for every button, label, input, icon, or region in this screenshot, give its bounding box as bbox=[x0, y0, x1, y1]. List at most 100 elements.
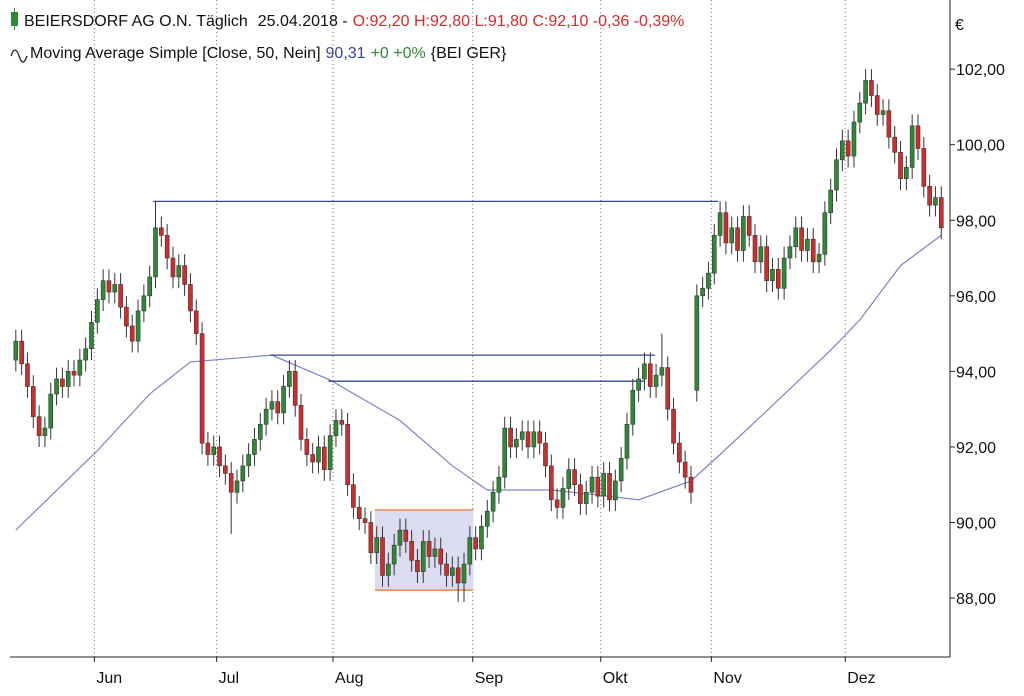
candle-body bbox=[537, 431, 542, 444]
candle-body bbox=[665, 367, 671, 410]
candle-body bbox=[223, 465, 228, 474]
candle-body bbox=[636, 378, 641, 391]
candle-body bbox=[711, 235, 717, 274]
candle-body bbox=[118, 284, 123, 308]
candle-body bbox=[775, 269, 781, 289]
candle-body bbox=[415, 559, 420, 572]
candle-body bbox=[566, 469, 572, 489]
candle-body bbox=[65, 371, 71, 387]
candle-body bbox=[141, 295, 147, 312]
candle-body bbox=[19, 340, 24, 365]
candle-body bbox=[589, 476, 595, 493]
candle-body bbox=[851, 121, 857, 157]
x-tick-label: Okt bbox=[603, 670, 628, 687]
candle-body bbox=[461, 563, 467, 584]
indicator: Moving Average Simple [Close, 50, Nein] bbox=[30, 45, 321, 62]
candle-body bbox=[124, 306, 129, 327]
candle-body bbox=[36, 416, 42, 436]
candle-body bbox=[816, 253, 822, 263]
candle-body bbox=[729, 227, 735, 244]
candle-body bbox=[735, 227, 740, 251]
candle-body bbox=[252, 439, 257, 455]
candle-body bbox=[106, 280, 112, 293]
candle-body bbox=[211, 446, 217, 455]
candle-body bbox=[601, 473, 606, 497]
candle-body bbox=[845, 140, 851, 157]
candle-body bbox=[112, 284, 118, 293]
candle-body bbox=[473, 537, 478, 550]
candle-body bbox=[275, 401, 281, 414]
candle-body bbox=[659, 367, 665, 376]
candle-body bbox=[572, 469, 577, 486]
x-tick-label: Jun bbox=[96, 670, 122, 687]
candle-body bbox=[438, 548, 444, 565]
candle-body bbox=[921, 148, 927, 187]
x-tick-label: Nov bbox=[713, 670, 741, 687]
candle-body bbox=[374, 537, 379, 554]
candle-body bbox=[71, 371, 77, 376]
candle-body bbox=[834, 159, 839, 191]
candle-body bbox=[781, 257, 787, 289]
candle-body bbox=[263, 408, 269, 425]
candle-body bbox=[345, 423, 350, 486]
candle-body bbox=[228, 473, 234, 493]
candle-body bbox=[770, 269, 775, 282]
candle-body bbox=[892, 136, 898, 153]
candle-body bbox=[642, 363, 647, 380]
indicator-line: Moving Average Simple [Close, 50, Nein] 9… bbox=[30, 45, 507, 62]
candle-body bbox=[717, 212, 723, 236]
candle-body bbox=[799, 227, 804, 251]
indicator-value: 90,31 bbox=[326, 45, 366, 62]
candle-body bbox=[514, 439, 519, 448]
candle-body bbox=[333, 420, 339, 436]
candle-body bbox=[304, 439, 310, 455]
candle-body bbox=[89, 321, 94, 350]
indicator-icon bbox=[10, 49, 28, 63]
candle-body bbox=[426, 541, 432, 557]
candle-body bbox=[909, 125, 915, 168]
candle-body bbox=[630, 389, 636, 425]
candle-body bbox=[444, 563, 449, 576]
candle-body bbox=[927, 185, 932, 206]
candle-body bbox=[904, 167, 909, 180]
candle-body bbox=[240, 465, 246, 482]
x-tick-label: Aug bbox=[335, 670, 363, 687]
candle-body bbox=[25, 363, 30, 387]
y-tick-label: 92,00 bbox=[956, 440, 996, 457]
candle-body bbox=[607, 473, 612, 501]
candle-body bbox=[42, 427, 48, 436]
candle-body bbox=[805, 238, 810, 251]
candle-body bbox=[647, 363, 653, 387]
candle-body bbox=[403, 529, 409, 542]
candle-body bbox=[531, 431, 537, 448]
candle-body bbox=[287, 371, 292, 387]
candle-body bbox=[502, 427, 508, 478]
x-tick-label: Sep bbox=[475, 670, 504, 687]
candle-body bbox=[182, 265, 187, 285]
candle-body bbox=[752, 235, 758, 263]
candle-body bbox=[624, 423, 630, 459]
y-tick-label: 90,00 bbox=[956, 516, 996, 533]
candle-body bbox=[700, 287, 705, 297]
candle-body bbox=[30, 386, 36, 418]
candle-body bbox=[933, 197, 938, 206]
candle-body bbox=[60, 378, 65, 387]
candle-body bbox=[292, 371, 298, 406]
candle-body bbox=[694, 295, 700, 391]
candle-body bbox=[560, 488, 566, 508]
candle-body bbox=[543, 442, 548, 467]
candle-body bbox=[915, 125, 921, 149]
candle-body bbox=[764, 246, 769, 282]
candle-body bbox=[938, 197, 944, 229]
candle-body bbox=[682, 461, 688, 478]
candle-body bbox=[880, 110, 886, 115]
indicator-change: +0 +0% bbox=[371, 45, 426, 62]
candle-body bbox=[886, 110, 892, 138]
candle-body bbox=[188, 284, 193, 312]
candle-body bbox=[316, 446, 321, 463]
candle-body bbox=[618, 457, 624, 482]
candle-body bbox=[327, 435, 333, 470]
candle-body bbox=[508, 427, 513, 448]
candle-body bbox=[147, 276, 152, 297]
candle-body bbox=[420, 541, 426, 572]
